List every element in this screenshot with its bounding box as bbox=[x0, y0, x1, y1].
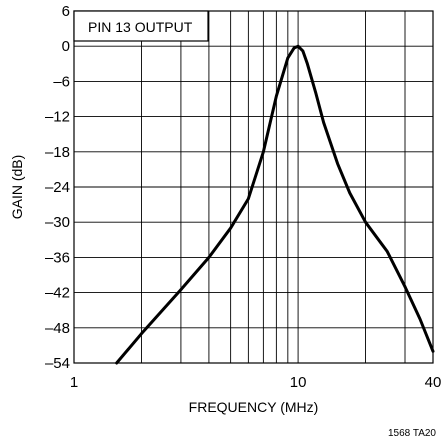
y-tick-label: –36 bbox=[45, 249, 70, 266]
y-tick-label: 6 bbox=[62, 3, 70, 20]
y-tick-label: –24 bbox=[45, 179, 70, 196]
x-axis-title: FREQUENCY (MHz) bbox=[189, 399, 319, 415]
x-tick-labels: 1 10 40 bbox=[70, 374, 442, 391]
legend-box-label: PIN 13 OUTPUT bbox=[88, 19, 193, 35]
y-tick-label: –6 bbox=[53, 73, 70, 90]
x-tick-label: 1 bbox=[70, 374, 78, 391]
legend-box: PIN 13 OUTPUT bbox=[73, 10, 209, 42]
figure-footnote: 1568 TA20 bbox=[388, 428, 436, 439]
x-tick-label: 40 bbox=[425, 374, 442, 391]
grid-lines bbox=[74, 11, 433, 363]
x-tick-label: 10 bbox=[290, 374, 307, 391]
y-axis-title: GAIN (dB) bbox=[9, 155, 25, 220]
y-tick-label: 0 bbox=[62, 38, 70, 55]
plot-frame bbox=[73, 10, 434, 364]
y-tick-label: –12 bbox=[45, 109, 70, 126]
series-line bbox=[115, 44, 435, 365]
y-tick-labels: 6 0 –6 –12 –18 –24 –30 –36 –42 –48 –54 bbox=[45, 3, 70, 372]
legend-box-border bbox=[73, 10, 209, 42]
y-tick-label: –42 bbox=[45, 285, 70, 302]
y-tick-label: –54 bbox=[45, 355, 70, 372]
y-tick-label: –48 bbox=[45, 320, 70, 337]
y-tick-label: –30 bbox=[45, 214, 70, 231]
y-tick-label: –18 bbox=[45, 144, 70, 161]
